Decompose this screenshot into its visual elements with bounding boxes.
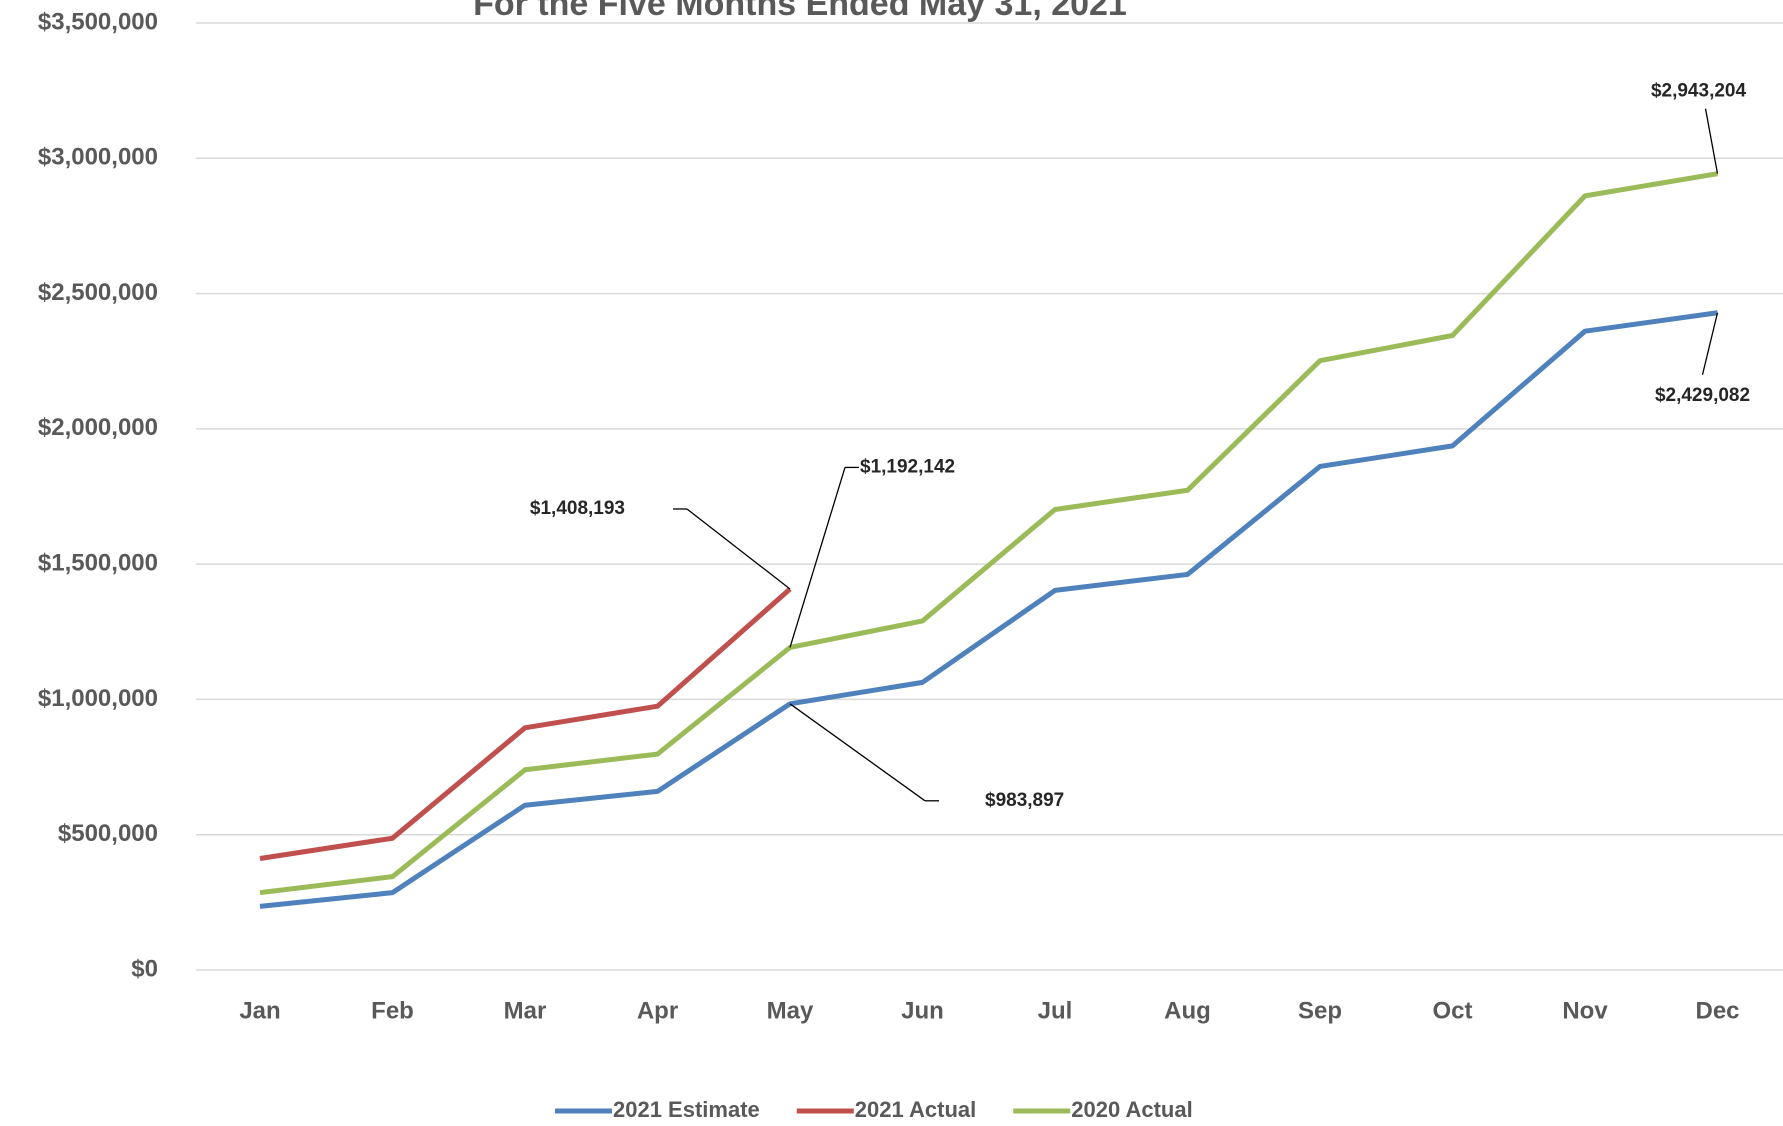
y-tick-label: $500,000 (58, 820, 158, 847)
y-tick-label: $3,500,000 (38, 8, 158, 35)
legend-label: 2021 Actual (855, 1097, 976, 1122)
leader-line (789, 467, 846, 648)
x-tick-label: Jan (239, 997, 280, 1024)
x-tick-label: Jun (901, 997, 944, 1024)
leader-line (1704, 108, 1719, 174)
data-label: $2,943,204 (1651, 81, 1747, 102)
data-label: $983,897 (985, 790, 1064, 811)
leader-line (789, 703, 926, 802)
y-tick-label: $0 (131, 955, 158, 982)
x-tick-label: Feb (371, 997, 414, 1024)
data-label: $1,408,193 (530, 498, 625, 519)
x-tick-label: Dec (1695, 997, 1739, 1024)
series-line (259, 310, 1718, 909)
y-tick-label: $1,500,000 (38, 549, 158, 576)
series-line (259, 171, 1718, 896)
leader-line (1701, 312, 1719, 375)
data-label: $1,192,142 (860, 456, 955, 477)
x-tick-label: Nov (1562, 997, 1608, 1024)
x-tick-label: Sep (1298, 997, 1342, 1024)
legend-label: 2020 Actual (1071, 1097, 1192, 1122)
x-tick-label: May (767, 997, 814, 1024)
x-tick-label: Jul (1038, 997, 1073, 1024)
x-tick-label: Mar (504, 997, 547, 1024)
x-tick-label: Apr (637, 997, 678, 1024)
data-label: $2,429,082 (1655, 385, 1750, 406)
y-tick-label: $2,000,000 (38, 414, 158, 441)
legend-label: 2021 Estimate (613, 1097, 760, 1122)
y-tick-label: $2,500,000 (38, 279, 158, 306)
chart-title: For the Five Months Ended May 31, 2021 (473, 0, 1127, 23)
leader-line (686, 508, 791, 590)
y-tick-label: $1,000,000 (38, 685, 158, 712)
y-tick-label: $3,000,000 (38, 144, 158, 171)
series-line (259, 587, 792, 861)
x-tick-label: Aug (1164, 997, 1211, 1024)
x-tick-label: Oct (1432, 997, 1472, 1024)
